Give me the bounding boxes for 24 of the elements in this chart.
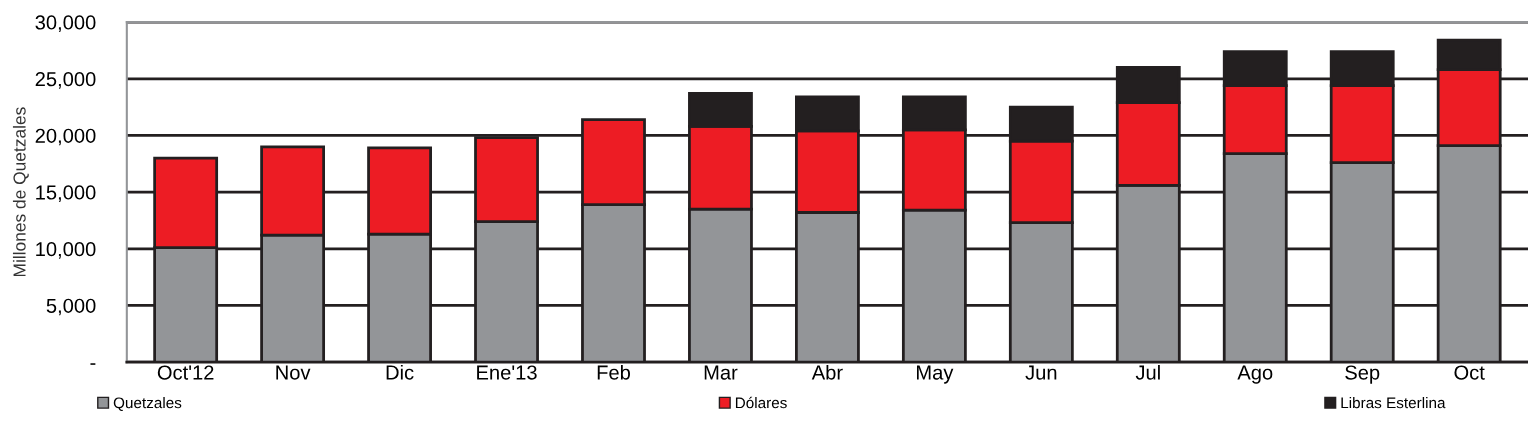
- x-tick-label: Oct'12: [157, 365, 214, 380]
- x-tick-label: Ene'13: [477, 365, 537, 380]
- y-tick-label: 5,000: [46, 298, 96, 316]
- y-tick-label: 30,000: [35, 15, 96, 32]
- legend-label: Dólares: [735, 396, 787, 409]
- y-tick-label: 25,000: [35, 72, 96, 89]
- y-tick-label: -: [90, 363, 96, 365]
- x-tick-label: Ago: [1237, 365, 1273, 384]
- legend-label: Libras Esterlina: [1341, 397, 1446, 409]
- x-tick-label: Sep: [1345, 365, 1380, 384]
- x-tick-label: Jun: [1025, 365, 1057, 380]
- y-axis-title: Millones de Quetzales: [12, 107, 29, 277]
- x-tick-label: Feb: [597, 364, 630, 380]
- x-tick-label: Nov: [276, 365, 311, 380]
- x-tick-label: Dic: [386, 364, 414, 380]
- x-tick-label: Oct: [1454, 365, 1485, 380]
- x-tick-label: May: [917, 365, 954, 384]
- y-tick-label: 15,000: [36, 185, 96, 202]
- x-tick-label: Jul: [1135, 364, 1160, 380]
- y-tick-label: 20,000: [35, 128, 96, 146]
- x-tick-label: Mar: [704, 365, 738, 380]
- x-tick-label: Abr: [811, 364, 843, 380]
- y-tick-label: 10,000: [36, 242, 96, 259]
- legend-label: Quetzales: [113, 397, 182, 411]
